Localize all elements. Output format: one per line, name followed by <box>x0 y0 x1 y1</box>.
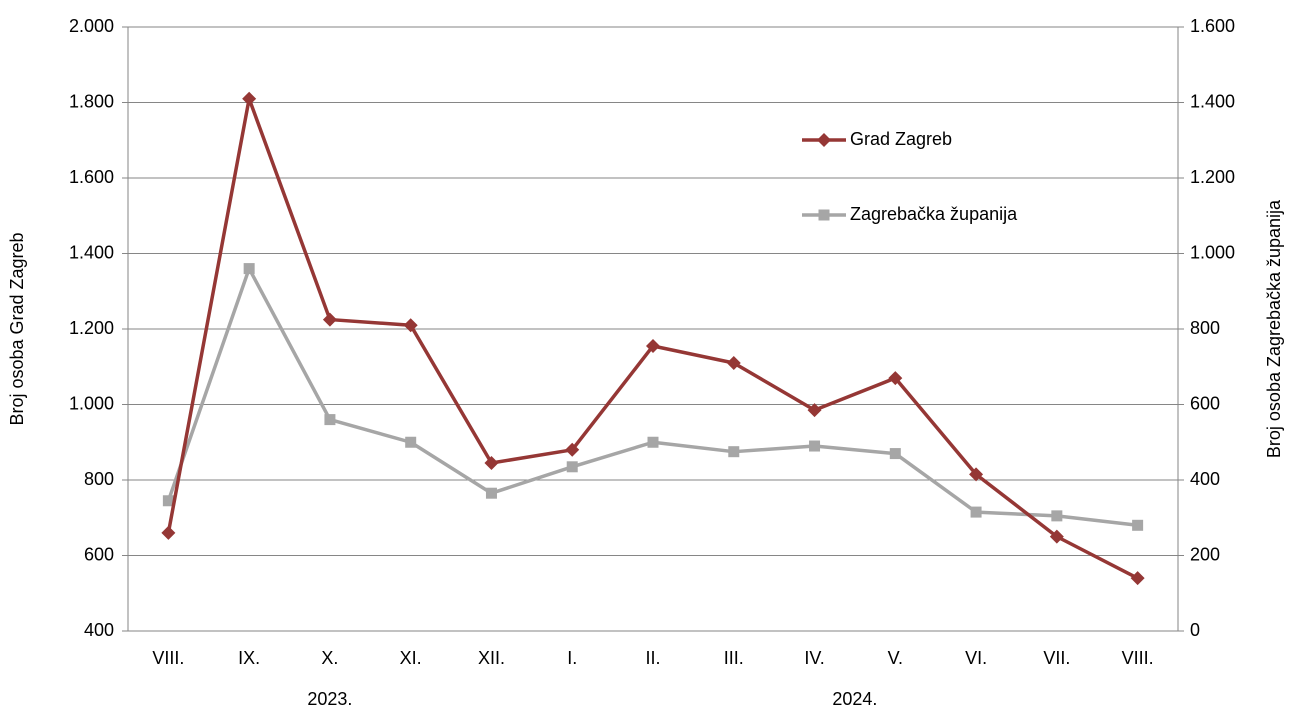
x-tick-label: XII. <box>478 648 505 668</box>
x-tick-label: I. <box>567 648 577 668</box>
y-tick-label: 1.600 <box>69 167 114 187</box>
data-point <box>969 467 984 482</box>
y-tick-label: 1.400 <box>69 242 114 262</box>
data-point <box>1132 519 1144 531</box>
data-point <box>485 487 497 499</box>
data-point <box>726 355 741 370</box>
data-point <box>242 91 257 106</box>
y-tick-label: 400 <box>84 620 114 640</box>
legend-marker <box>818 209 830 221</box>
data-point <box>405 436 417 448</box>
x-tick-label: IV. <box>804 648 824 668</box>
x-tick-label: III. <box>724 648 744 668</box>
data-point <box>970 506 982 518</box>
x-tick-label: VI. <box>965 648 987 668</box>
data-point <box>161 525 176 540</box>
y-axis-label: Broj osoba Grad Zagreb <box>7 232 27 425</box>
data-point <box>889 448 901 460</box>
data-point <box>1051 510 1063 522</box>
data-point <box>403 318 418 333</box>
y-tick-label: 2.000 <box>69 16 114 36</box>
year-label: 2024. <box>832 689 877 709</box>
y2-tick-label: 0 <box>1190 620 1200 640</box>
x-tick-label: II. <box>645 648 660 668</box>
data-point <box>243 263 255 275</box>
legend-marker <box>817 133 831 147</box>
x-tick-label: X. <box>321 648 338 668</box>
x-tick-label: V. <box>888 648 903 668</box>
year-label: 2023. <box>307 689 352 709</box>
data-point <box>647 436 659 448</box>
data-point <box>1049 529 1064 544</box>
x-tick-label: IX. <box>238 648 260 668</box>
y2-tick-label: 200 <box>1190 544 1220 564</box>
data-point <box>1130 571 1145 586</box>
y2-tick-label: 1.000 <box>1190 242 1235 262</box>
y2-tick-label: 1.200 <box>1190 167 1235 187</box>
data-point <box>484 456 499 471</box>
y2-tick-label: 1.600 <box>1190 16 1235 36</box>
data-point <box>728 446 740 458</box>
y2-tick-label: 1.400 <box>1190 91 1235 111</box>
data-point <box>322 312 337 327</box>
data-point <box>565 442 580 457</box>
y-tick-label: 1.800 <box>69 91 114 111</box>
legend-label: Grad Zagreb <box>850 129 952 149</box>
x-tick-label: XI. <box>400 648 422 668</box>
x-tick-label: VII. <box>1043 648 1070 668</box>
legend-label: Zagrebačka županija <box>850 204 1018 224</box>
x-tick-label: VIII. <box>152 648 184 668</box>
y2-tick-label: 600 <box>1190 393 1220 413</box>
y-tick-label: 1.000 <box>69 393 114 413</box>
data-point <box>888 371 903 386</box>
data-point <box>807 403 822 418</box>
data-point <box>646 338 660 353</box>
series-line <box>166 96 1139 580</box>
data-point <box>566 461 578 473</box>
y-tick-label: 1.200 <box>69 318 114 338</box>
x-tick-label: VIII. <box>1122 648 1154 668</box>
y2-tick-label: 800 <box>1190 318 1220 338</box>
y2-tick-label: 400 <box>1190 469 1220 489</box>
y-tick-label: 600 <box>84 544 114 564</box>
data-point <box>324 414 336 426</box>
data-point <box>162 495 174 507</box>
data-point <box>809 440 821 452</box>
y2-axis-label: Broj osoba Zagrebačka županija <box>1264 199 1284 458</box>
y-tick-label: 800 <box>84 469 114 489</box>
